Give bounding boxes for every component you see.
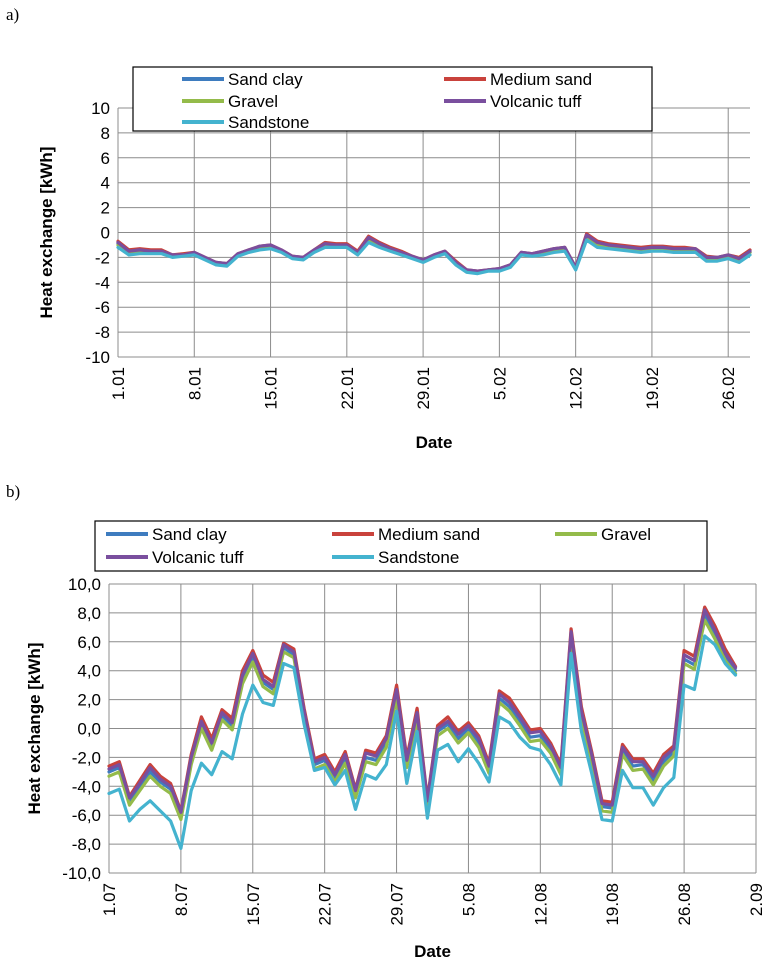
legend-label-sand-clay: Sand clay: [228, 70, 303, 89]
y-tick-label: 0,0: [77, 720, 101, 739]
y-tick-label: -2,0: [72, 748, 101, 767]
chart-a: -10 -8 -6 -4 -2 0 2 4 6 8 10 1.01 8.01 15.01 22.01 29.0…: [37, 66, 752, 452]
x-axis-title: Date: [416, 433, 453, 452]
y-tick-label: -6: [95, 298, 110, 317]
y-axis-title: Heat exchange [kWh]: [25, 643, 44, 815]
legend-label-gravel: Gravel: [601, 525, 651, 544]
y-tick-label: -2: [95, 248, 110, 267]
x-tick-label: 12.02: [567, 367, 586, 410]
series-line-sandstone: [107, 634, 738, 851]
legend-label-medium-sand: Medium sand: [490, 70, 592, 89]
legend-label-gravel: Gravel: [228, 92, 278, 111]
y-tick-label: -10,0: [62, 864, 101, 883]
y-tick-label: 6,0: [77, 633, 101, 652]
y-tick-label: 8,0: [77, 604, 101, 623]
legend-label-volcanic-tuff: Volcanic tuff: [490, 92, 582, 111]
y-tick-label: -8,0: [72, 835, 101, 854]
x-tick-label: 26.08: [675, 883, 694, 926]
x-tick-label: 8.07: [172, 883, 191, 916]
y-tick-label: 6: [101, 149, 110, 168]
x-tick-label: 22.01: [338, 367, 357, 410]
panel-label-b: b): [6, 482, 20, 501]
y-tick-label: 10,0: [68, 575, 101, 594]
legend-label-sandstone: Sandstone: [378, 548, 459, 567]
x-tick-label: 1.01: [109, 367, 128, 400]
x-axis-title: Date: [414, 942, 451, 961]
legend-label-sandstone: Sandstone: [228, 113, 309, 132]
y-tick-label: 4,0: [77, 662, 101, 681]
x-tick-label: 26.02: [719, 367, 738, 410]
x-tick-label: 15.07: [244, 883, 263, 926]
y-tick-label: 4: [101, 174, 110, 193]
series-line-volcanic-tuff: [107, 608, 738, 814]
legend-box: [94, 520, 708, 572]
y-tick-label: -6,0: [72, 806, 101, 825]
legend-label-medium-sand: Medium sand: [378, 525, 480, 544]
x-tick-label: 15.01: [262, 367, 281, 410]
x-tick-label: 12.08: [531, 883, 550, 926]
y-tick-label: 8: [101, 124, 110, 143]
y-tick-label: -4: [95, 273, 110, 292]
series-line-volcanic-tuff: [116, 233, 752, 273]
x-tick-label: 22.07: [316, 883, 335, 926]
panel-label-a: a): [6, 5, 19, 24]
y-tick-label: 2,0: [77, 691, 101, 710]
y-axis-title: Heat exchange [kWh]: [37, 147, 56, 319]
y-tick-label: -4,0: [72, 777, 101, 796]
x-tick-label: 2.09: [747, 883, 766, 916]
chart-b: -10,0 -8,0 -6,0 -4,0 -2,0 0,0 2,0 4,0 6,0 8,0 10,0…: [25, 520, 766, 961]
x-tick-label: 29.07: [388, 883, 407, 926]
x-tick-label: 19.02: [643, 367, 662, 410]
y-tick-label: -10: [85, 348, 110, 367]
y-tick-label: 2: [101, 199, 110, 218]
x-tick-label: 19.08: [603, 883, 622, 926]
y-tick-label: -8: [95, 323, 110, 342]
x-tick-label: 29.01: [414, 367, 433, 410]
x-tick-label: 5.08: [459, 883, 478, 916]
x-tick-label: 5.02: [490, 367, 509, 400]
legend-label-sand-clay: Sand clay: [152, 525, 227, 544]
x-tick-label: 8.01: [185, 367, 204, 400]
y-tick-label: 10: [91, 99, 110, 118]
series-line-sandstone: [116, 238, 752, 276]
x-tick-label: 1.07: [100, 883, 119, 916]
y-tick-label: 0: [101, 224, 110, 243]
legend-label-volcanic-tuff: Volcanic tuff: [152, 548, 244, 567]
